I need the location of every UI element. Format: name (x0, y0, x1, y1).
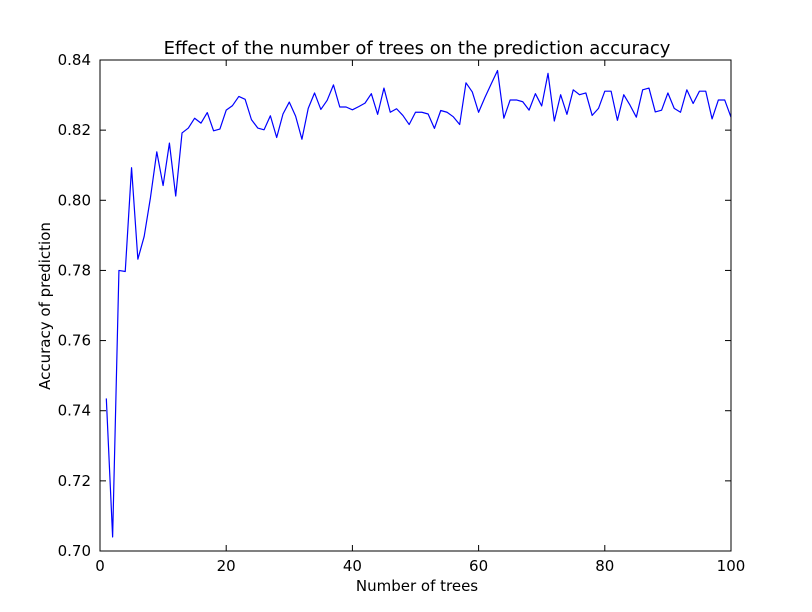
plot-area (99, 59, 732, 552)
x-tick-label: 40 (343, 557, 362, 575)
x-tick-label: 20 (217, 557, 236, 575)
y-tick-label: 0.82 (58, 121, 91, 139)
x-tick-label: 0 (95, 557, 105, 575)
x-tick-label: 80 (595, 557, 614, 575)
y-tick-label: 0.80 (58, 191, 91, 209)
x-tick-label: 60 (469, 557, 488, 575)
x-axis-label: Number of trees (356, 577, 478, 595)
y-tick-label: 0.78 (58, 261, 91, 279)
y-tick-label: 0.70 (58, 542, 91, 560)
y-axis-label: Accuracy of prediction (36, 222, 54, 390)
y-tick-label: 0.72 (58, 472, 91, 490)
x-axis-ticks: 0 20 40 60 80 100 (95, 60, 745, 575)
y-tick-label: 0.76 (58, 332, 91, 350)
y-tick-label: 0.84 (58, 51, 91, 69)
axes-frame (99, 59, 732, 552)
y-axis-ticks: 0.70 0.72 0.74 0.76 0.78 0.80 0.82 0.84 (58, 51, 731, 560)
chart-title: Effect of the number of trees on the pre… (164, 38, 671, 59)
x-tick-label: 100 (717, 557, 746, 575)
y-tick-label: 0.74 (58, 402, 91, 420)
series-line-0 (105, 69, 732, 538)
